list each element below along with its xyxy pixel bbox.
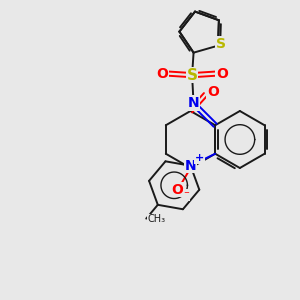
Text: O: O (156, 67, 168, 81)
Text: N: N (188, 96, 200, 110)
Text: S: S (216, 37, 226, 51)
Text: N: N (185, 159, 197, 173)
Text: O: O (207, 85, 219, 99)
Text: O: O (171, 183, 183, 196)
Text: S: S (187, 68, 198, 83)
Text: +: + (195, 153, 204, 163)
Text: CH₃: CH₃ (148, 214, 166, 224)
Text: ⁻: ⁻ (184, 190, 190, 200)
Text: O: O (216, 67, 228, 81)
